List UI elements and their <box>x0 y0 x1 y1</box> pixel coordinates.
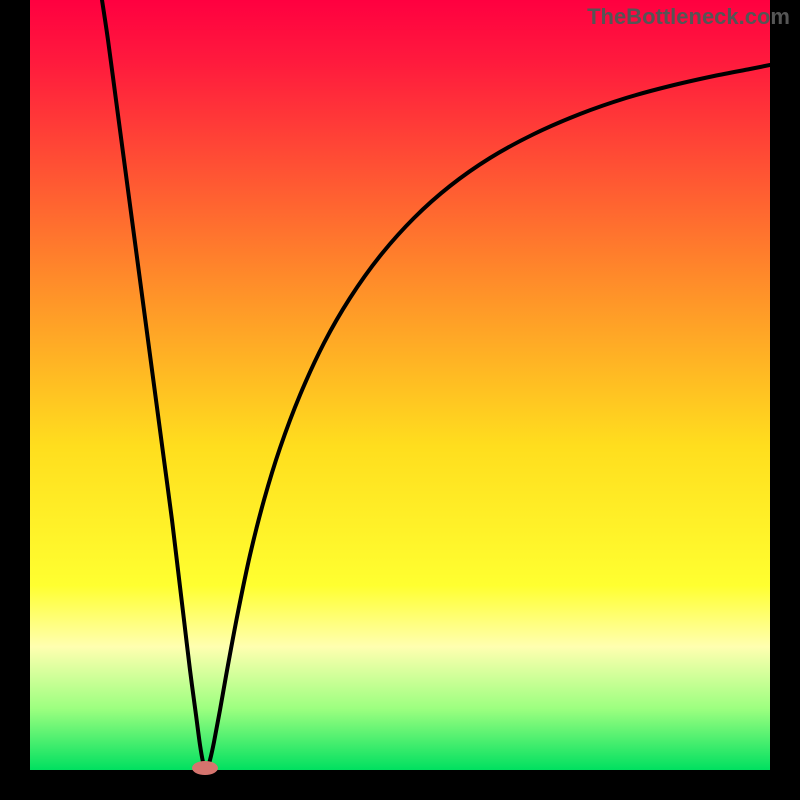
curve-svg <box>30 0 770 770</box>
plot-area <box>30 0 770 770</box>
chart-container: { "watermark": { "text": "TheBottleneck.… <box>0 0 800 800</box>
bottleneck-curve <box>102 0 770 769</box>
watermark-text: TheBottleneck.com <box>587 4 790 30</box>
minimum-marker <box>192 761 218 775</box>
